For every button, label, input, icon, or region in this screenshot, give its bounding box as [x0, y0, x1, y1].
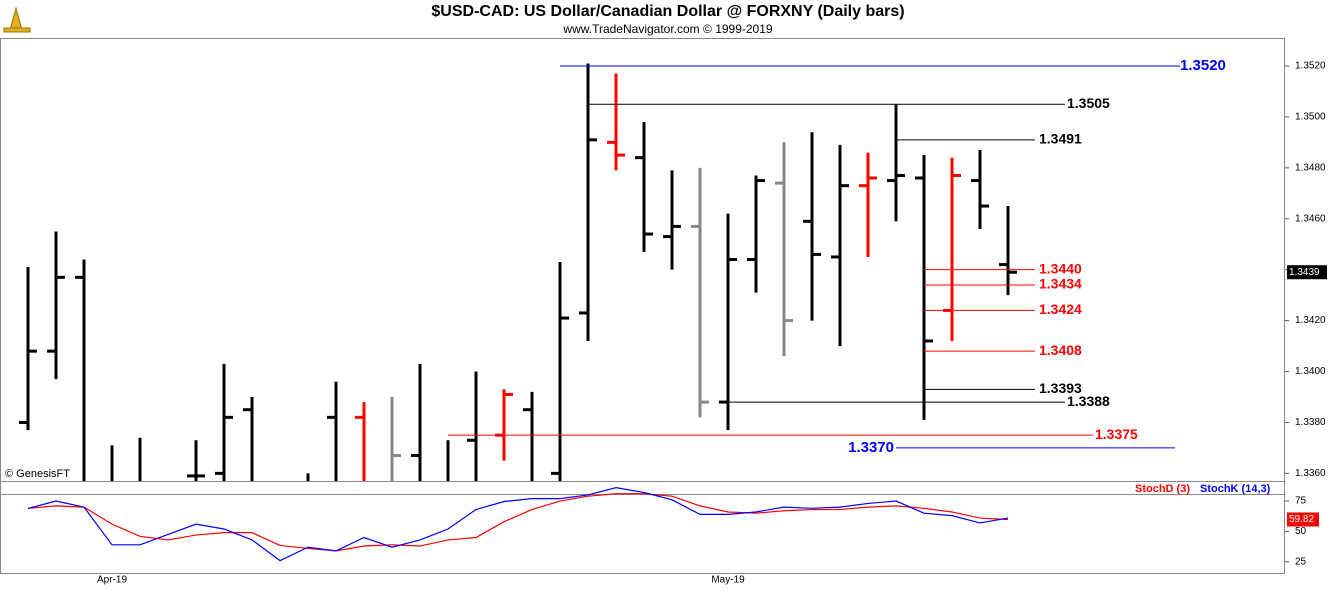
level-label: 1.3408 [1039, 342, 1082, 358]
y-tick-label: 25 [1295, 556, 1307, 567]
level-label: 1.3393 [1039, 380, 1082, 396]
chart-subtitle: www.TradeNavigator.com © 1999-2019 [562, 22, 772, 36]
level-label: 1.3491 [1039, 131, 1082, 147]
stoch-line [27, 493, 1009, 552]
last-value-box [1287, 512, 1319, 527]
stoch-pane [27, 487, 1009, 562]
logo [3, 6, 31, 33]
y-tick-label: 1.3460 [1295, 213, 1326, 224]
watermark: © GenesisFT [5, 468, 70, 480]
y-tick-label: 1.3400 [1295, 366, 1326, 377]
x-tick-label: May-19 [711, 575, 745, 586]
y-tick-label: 1.3480 [1295, 162, 1326, 173]
last-price-box [1287, 265, 1327, 280]
stoch-line [27, 487, 1009, 562]
plot-frame [0, 38, 1285, 574]
level-label: 1.3424 [1039, 301, 1082, 317]
price-pane [19, 63, 1017, 481]
level-label: 1.3370 [848, 439, 894, 456]
x-tick-label: Apr-19 [97, 575, 127, 586]
y-tick-label: 50 [1295, 526, 1307, 537]
level-label: 1.3434 [1039, 276, 1082, 292]
overlay: 1.3360 1.3380 1.3400 1.3420 1.3440 1.3460 1.34… [97, 57, 1327, 586]
y-tick-label: 1.3380 [1295, 417, 1326, 428]
last-value-label: 59.82 [1289, 514, 1314, 525]
level-label: 1.3520 [1180, 57, 1226, 74]
level-label: 1.3505 [1067, 95, 1110, 111]
level-label: 1.3388 [1067, 393, 1110, 409]
chart-title: $USD-CAD: US Dollar/Canadian Dollar @ FO… [431, 3, 904, 20]
y-tick-label: 1.3360 [1295, 468, 1326, 479]
level-label: 1.3375 [1095, 426, 1138, 442]
last-price-label: 1.3439 [1289, 267, 1320, 278]
level-label: 1.3440 [1039, 260, 1082, 276]
y-tick-label: 75 [1295, 496, 1307, 507]
legend-entry: StochD (3) [1135, 483, 1190, 495]
legend-entry: StochK (14,3) [1200, 483, 1271, 495]
y-tick-label: 1.3420 [1295, 315, 1326, 326]
y-tick-label: 1.3500 [1295, 112, 1326, 123]
y-tick-label: 1.3520 [1295, 61, 1326, 72]
